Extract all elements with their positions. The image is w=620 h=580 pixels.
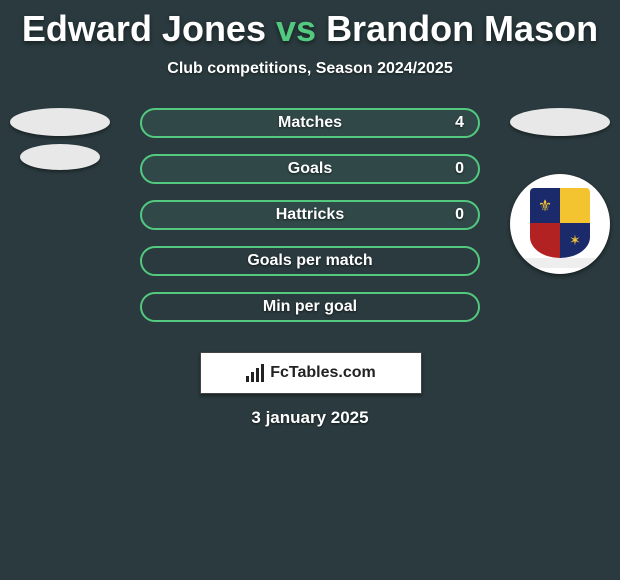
stat-value-right: 0 (455, 160, 464, 178)
stat-row-goals-per-match: Goals per match (140, 246, 480, 276)
branding-text: FcTables.com (270, 364, 376, 382)
stat-row-min-per-goal: Min per goal (140, 292, 480, 322)
player2-column: ⚜ ✶ (500, 108, 620, 274)
player2-name: Brandon Mason (326, 8, 598, 49)
date-text: 3 january 2025 (0, 408, 620, 428)
subtitle: Club competitions, Season 2024/2025 (0, 60, 620, 78)
chart-bars-icon (246, 364, 264, 382)
stat-label: Goals (288, 160, 332, 178)
player2-badge-1 (510, 108, 610, 136)
stat-value-right: 0 (455, 206, 464, 224)
page-title: Edward Jones vs Brandon Mason (0, 0, 620, 50)
stat-label: Goals per match (247, 252, 372, 270)
stat-row-matches: Matches 4 (140, 108, 480, 138)
branding-box[interactable]: FcTables.com (200, 352, 422, 394)
vs-text: vs (276, 8, 316, 49)
player1-name: Edward Jones (22, 8, 266, 49)
stat-value-right: 4 (455, 114, 464, 132)
player1-column (0, 108, 120, 170)
stat-rows: Matches 4 Goals 0 Hattricks 0 Goals per … (140, 108, 480, 322)
player1-badge-2 (20, 144, 100, 170)
stat-label: Matches (278, 114, 342, 132)
stat-row-goals: Goals 0 (140, 154, 480, 184)
stat-label: Min per goal (263, 298, 357, 316)
player2-club-crest-icon: ⚜ ✶ (510, 174, 610, 274)
stat-row-hattricks: Hattricks 0 (140, 200, 480, 230)
stat-label: Hattricks (276, 206, 344, 224)
player1-badge-1 (10, 108, 110, 136)
comparison-widget: Edward Jones vs Brandon Mason Club compe… (0, 0, 620, 580)
